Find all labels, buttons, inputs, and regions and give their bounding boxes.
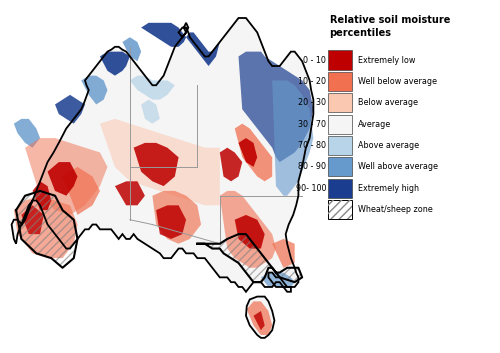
FancyBboxPatch shape (328, 50, 352, 70)
Text: Below average: Below average (358, 98, 418, 107)
Polygon shape (122, 37, 141, 61)
Text: Wheat/sheep zone: Wheat/sheep zone (358, 205, 432, 214)
Text: 30 - 70: 30 - 70 (298, 120, 326, 128)
Text: 80 - 90: 80 - 90 (298, 162, 326, 171)
Polygon shape (100, 119, 220, 205)
Polygon shape (134, 143, 178, 186)
Polygon shape (48, 162, 78, 196)
Polygon shape (25, 138, 107, 215)
Text: 20 - 30: 20 - 30 (298, 98, 326, 107)
Polygon shape (246, 301, 272, 335)
Polygon shape (272, 80, 314, 196)
Text: Extremely high: Extremely high (358, 184, 419, 193)
Text: Relative soil moisture
percentiles: Relative soil moisture percentiles (330, 16, 450, 38)
FancyBboxPatch shape (328, 157, 352, 176)
Polygon shape (272, 239, 294, 268)
Text: 10 - 20: 10 - 20 (298, 77, 326, 86)
Polygon shape (14, 119, 40, 148)
Text: Extremely low: Extremely low (358, 55, 416, 65)
Text: Well above average: Well above average (358, 162, 438, 171)
Polygon shape (141, 100, 160, 124)
Polygon shape (235, 215, 264, 249)
Text: Above average: Above average (358, 141, 419, 150)
Polygon shape (32, 181, 52, 210)
Polygon shape (115, 181, 145, 205)
Polygon shape (62, 167, 100, 215)
Polygon shape (220, 191, 276, 268)
Polygon shape (100, 52, 130, 76)
Polygon shape (141, 23, 186, 47)
Polygon shape (235, 124, 272, 181)
Polygon shape (156, 205, 186, 239)
Polygon shape (220, 148, 242, 181)
Polygon shape (152, 191, 201, 244)
Polygon shape (186, 32, 220, 66)
FancyBboxPatch shape (328, 72, 352, 91)
Text: Average: Average (358, 120, 391, 128)
FancyBboxPatch shape (328, 114, 352, 134)
Polygon shape (254, 311, 264, 330)
FancyBboxPatch shape (328, 179, 352, 198)
Polygon shape (22, 205, 44, 234)
Polygon shape (238, 52, 314, 162)
Polygon shape (55, 95, 85, 124)
Polygon shape (12, 18, 314, 292)
Polygon shape (14, 196, 78, 258)
Polygon shape (261, 273, 294, 287)
Text: Well below average: Well below average (358, 77, 437, 86)
FancyBboxPatch shape (328, 93, 352, 112)
FancyBboxPatch shape (328, 200, 352, 219)
Text: 90- 100: 90- 100 (296, 184, 326, 193)
Polygon shape (130, 76, 175, 100)
Text: 70 - 80: 70 - 80 (298, 141, 326, 150)
Polygon shape (246, 297, 274, 338)
Text: 0 - 10: 0 - 10 (303, 55, 326, 65)
Polygon shape (238, 138, 257, 167)
FancyBboxPatch shape (328, 136, 352, 155)
Polygon shape (81, 76, 108, 104)
